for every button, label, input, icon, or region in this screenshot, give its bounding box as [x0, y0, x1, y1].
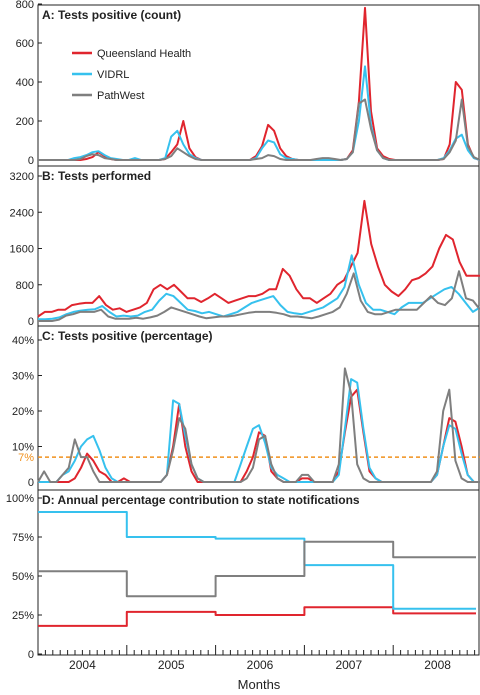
x-tick-label: 2004 — [69, 658, 96, 672]
x-tick-label: 2008 — [424, 658, 451, 672]
panel-frame — [37, 4, 480, 167]
y-tick-label: 0 — [28, 477, 34, 489]
reference-line-label: 7% — [18, 452, 34, 464]
series-line-queensland-health — [38, 6, 480, 161]
panel-title: C: Tests positive (percentage) — [42, 329, 212, 343]
x-tick-label: 2007 — [335, 658, 362, 672]
x-tick-label: 2006 — [247, 658, 274, 672]
y-tick-label: 200 — [16, 116, 34, 128]
legend-item: Queensland Health — [72, 48, 191, 60]
y-tick-label: 20% — [12, 406, 34, 418]
series-line-queensland-health — [37, 199, 480, 318]
y-tick-label: 25% — [12, 610, 34, 622]
y-tick-label: 40% — [12, 335, 34, 347]
series-line-pathwest — [38, 270, 480, 322]
series-line-vidrl — [38, 511, 476, 610]
legend-label: VIDRL — [97, 69, 129, 81]
y-tick-label: 100% — [6, 493, 34, 505]
panel-title: B: Tests performed — [42, 169, 151, 183]
y-tick-label: 0 — [28, 316, 34, 328]
legend-item: VIDRL — [72, 69, 129, 81]
legend-label: PathWest — [97, 90, 145, 102]
y-tick-label: 800 — [16, 0, 34, 11]
chart-panels: 0 200 400 600 800 A: Tests positive (count) Qu… — [6, 0, 480, 661]
series-line-pathwest — [37, 367, 480, 483]
y-tick-label: 3200 — [10, 171, 34, 183]
series-line-pathwest — [38, 98, 480, 161]
y-tick-label: 50% — [12, 571, 34, 583]
y-tick-label: 1600 — [10, 244, 34, 256]
series-line-pathwest — [38, 540, 476, 598]
legend-label: Queensland Health — [97, 48, 191, 60]
y-tick-label: 600 — [16, 38, 34, 50]
panel-c: 0 10% 20% 30% 40% 7% C: Tests positive (percen… — [12, 325, 480, 491]
y-tick-label: 2400 — [10, 207, 34, 219]
panel-title: A: Tests positive (count) — [42, 8, 181, 22]
series-line-vidrl — [38, 254, 480, 321]
panel-d: 0 25% 50% 75% 100% D: Annual percentage contr… — [6, 489, 480, 661]
y-tick-label: 0 — [28, 649, 34, 661]
panel-frame — [37, 489, 480, 656]
y-tick-label: 30% — [12, 371, 34, 383]
legend-item: PathWest — [72, 90, 145, 102]
x-tick-label: 2005 — [158, 658, 185, 672]
x-axis-label: Months — [238, 677, 281, 692]
y-tick-label: 10% — [12, 442, 34, 454]
series-line-queensland-health — [38, 388, 480, 483]
series-line-queensland-health — [38, 606, 476, 627]
panel-title: D: Annual percentage contribution to sta… — [42, 493, 360, 507]
y-tick-label: 400 — [16, 77, 34, 89]
y-tick-label: 0 — [28, 155, 34, 167]
series-line-vidrl — [38, 378, 480, 483]
y-tick-label: 75% — [12, 532, 34, 544]
panel-a: 0 200 400 600 800 A: Tests positive (count) Qu… — [16, 0, 480, 167]
panel-b: 0 800 1600 2400 3200 B: Tests performed — [10, 165, 480, 328]
x-axis: 2004 2005 2006 2007 2008 — [37, 645, 476, 672]
y-tick-label: 800 — [16, 280, 34, 292]
